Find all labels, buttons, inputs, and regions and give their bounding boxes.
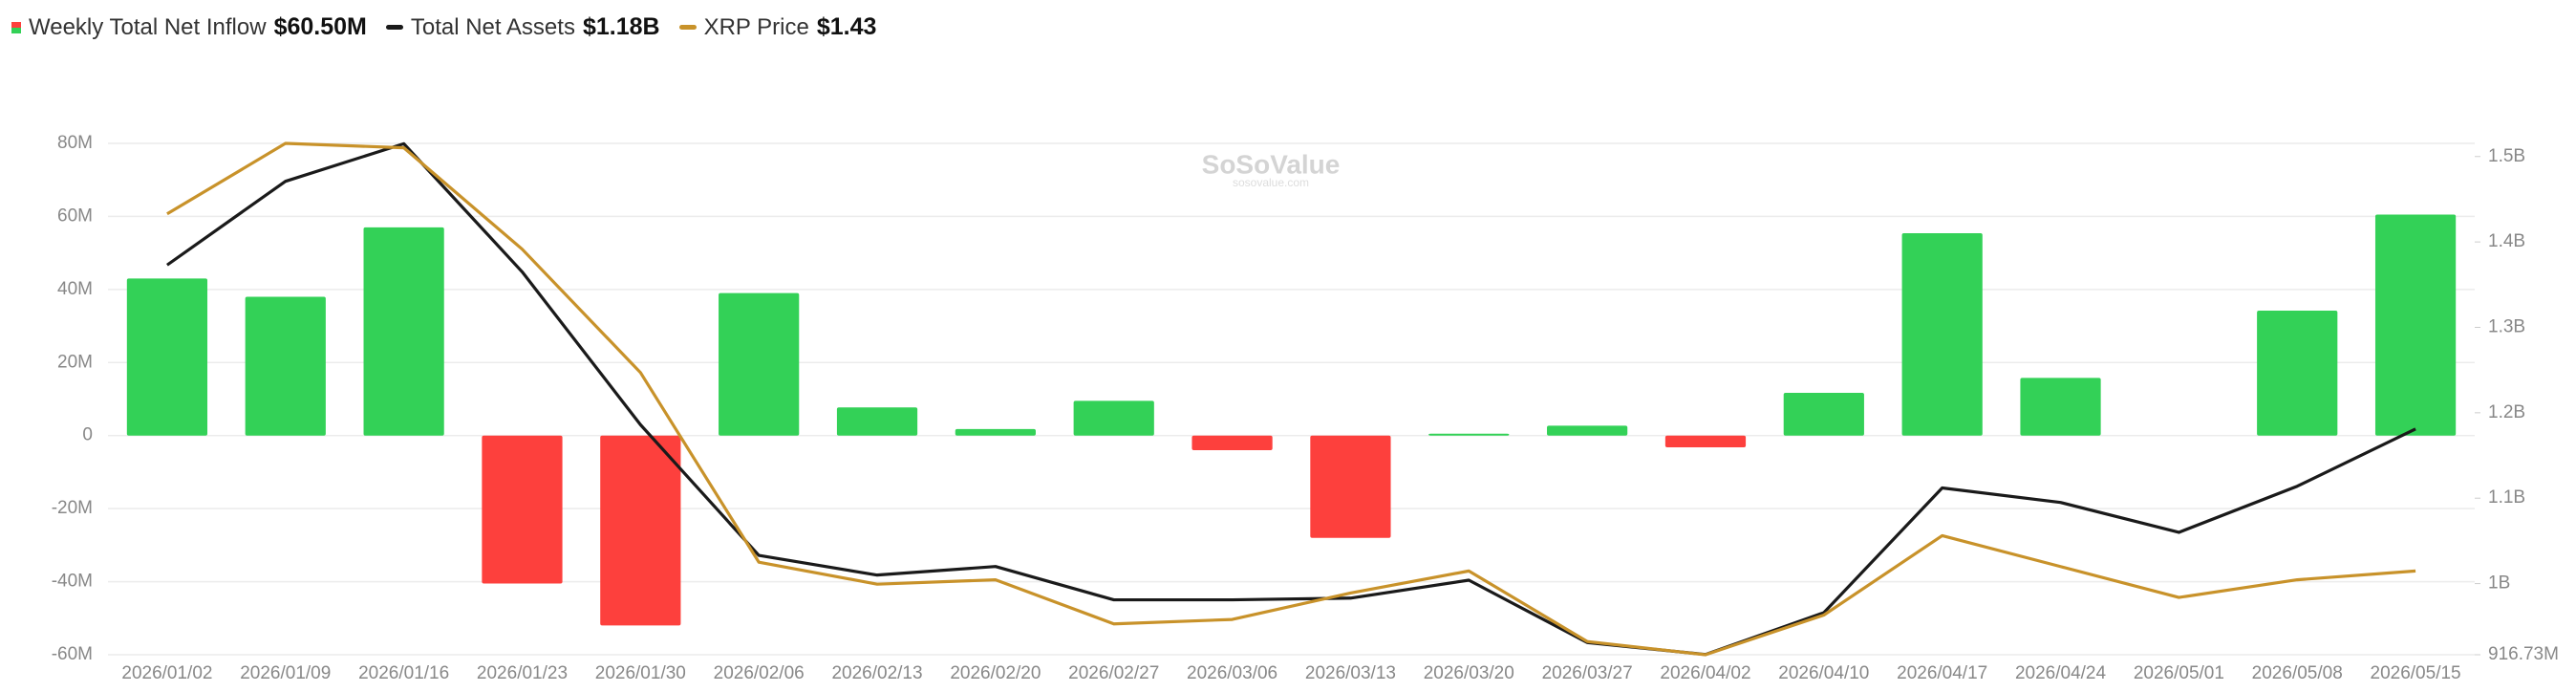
bar xyxy=(719,292,800,436)
bar xyxy=(600,435,681,626)
y2-tick-label: 1.3B xyxy=(2488,317,2525,337)
line xyxy=(166,141,2416,657)
y-tick-label: 40M xyxy=(57,279,93,299)
bar xyxy=(836,407,918,436)
y2-tick-label: 1.4B xyxy=(2488,231,2525,251)
y-tick-label: -40M xyxy=(52,572,93,592)
bar xyxy=(1310,435,1391,538)
legend-label: XRP Price xyxy=(703,13,809,40)
bar xyxy=(126,278,208,436)
x-tick-label: 2026/02/27 xyxy=(1068,663,1159,683)
bar xyxy=(1191,435,1273,450)
bar xyxy=(1783,393,1864,436)
x-tick-label: 2026/01/02 xyxy=(121,663,212,683)
x-tick-label: 2026/04/02 xyxy=(1660,663,1750,683)
y-tick-label: 80M xyxy=(57,133,93,153)
line xyxy=(166,141,2416,657)
bar xyxy=(2374,214,2457,436)
bar xyxy=(955,428,1036,436)
y-tick-label: 0 xyxy=(82,425,93,445)
y-tick-label: -60M xyxy=(52,644,93,664)
y2-tick-label: 1B xyxy=(2488,573,2510,594)
x-tick-label: 2026/01/30 xyxy=(595,663,686,683)
x-tick-label: 2026/02/06 xyxy=(714,663,805,683)
y2-tick-label: 1.2B xyxy=(2488,402,2525,422)
y2-tick-label: 1.1B xyxy=(2488,487,2525,508)
x-tick-label: 2026/04/24 xyxy=(2015,663,2107,683)
bar xyxy=(1073,400,1154,436)
x-tick-label: 2026/03/20 xyxy=(1424,663,1514,683)
x-tick-label: 2026/02/13 xyxy=(831,663,922,683)
x-tick-label: 2026/05/08 xyxy=(2252,663,2343,683)
x-tick-label: 2026/03/27 xyxy=(1542,663,1633,683)
watermark-sub: sosovalue.com xyxy=(1233,176,1309,189)
y-tick-label: 20M xyxy=(57,352,93,372)
bar xyxy=(1901,233,1983,436)
bar xyxy=(482,435,563,584)
x-tick-label: 2026/05/01 xyxy=(2134,663,2224,683)
legend-marker xyxy=(11,21,21,33)
bar xyxy=(245,296,326,436)
y2-tick-label: 916.73M xyxy=(2488,644,2559,664)
x-tick-label: 2026/04/17 xyxy=(1897,663,1987,683)
x-tick-label: 2026/03/13 xyxy=(1305,663,1396,683)
legend-marker xyxy=(385,25,403,30)
bar xyxy=(2257,311,2338,436)
legend: Weekly Total Net Inflow $60.50M Total Net… xyxy=(11,13,876,41)
legend-item: Total Net Assets $1.18B xyxy=(385,13,660,41)
legend-value: $1.18B xyxy=(582,13,660,40)
y-tick-label: -20M xyxy=(52,498,93,518)
x-tick-label: 2026/04/10 xyxy=(1778,663,1869,683)
x-tick-label: 2026/05/15 xyxy=(2371,663,2461,683)
legend-value: $60.50M xyxy=(273,13,367,40)
bar xyxy=(1664,435,1747,447)
legend-item: XRP Price $1.43 xyxy=(678,13,877,41)
bar xyxy=(2020,378,2101,436)
bar xyxy=(1547,425,1628,436)
x-tick-label: 2026/01/16 xyxy=(358,663,449,683)
legend-label: Total Net Assets xyxy=(410,13,575,40)
x-tick-label: 2026/02/20 xyxy=(950,663,1041,683)
y-tick-label: 60M xyxy=(57,205,93,226)
bar xyxy=(1428,433,1510,436)
x-tick-label: 2026/01/09 xyxy=(240,663,331,683)
x-tick-label: 2026/03/06 xyxy=(1187,663,1277,683)
watermark: SoSoValue xyxy=(1202,149,1341,179)
legend-item: Weekly Total Net Inflow $60.50M xyxy=(11,13,367,41)
legend-label: Weekly Total Net Inflow xyxy=(29,13,267,40)
bar xyxy=(363,227,444,436)
y2-tick-label: 1.5B xyxy=(2488,146,2525,166)
legend-marker xyxy=(678,25,697,30)
legend-value: $1.43 xyxy=(816,13,877,40)
x-tick-label: 2026/01/23 xyxy=(477,663,568,683)
